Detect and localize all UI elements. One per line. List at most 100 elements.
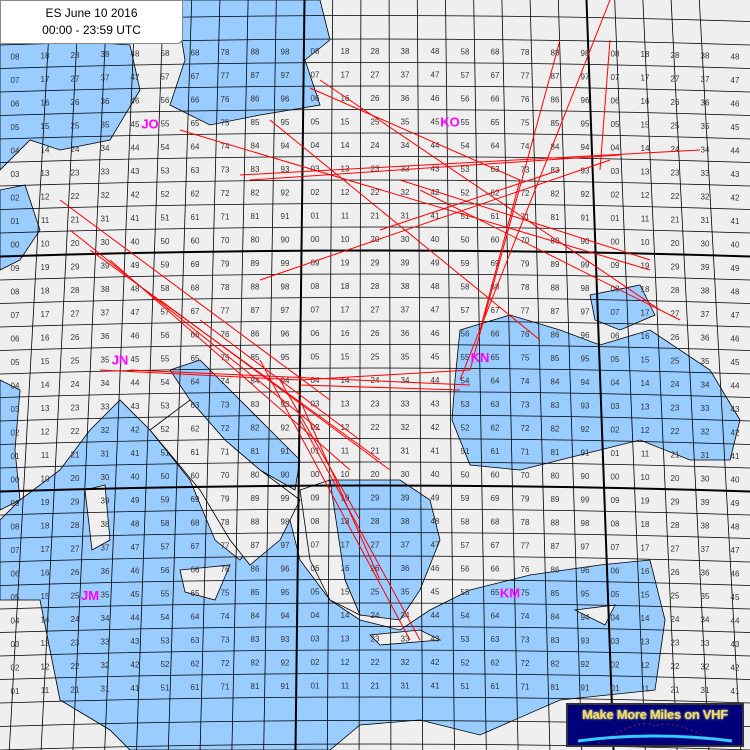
square-label: 89	[551, 260, 560, 269]
square-label: 83	[551, 401, 560, 410]
square-label: 77	[221, 541, 230, 550]
square-label: 75	[521, 353, 530, 362]
square-label: 11	[641, 685, 650, 694]
propagation-path	[279, 379, 361, 521]
square-label: 72	[221, 189, 230, 198]
square-label: 54	[161, 378, 170, 387]
square-label: 50	[161, 472, 170, 481]
square-label: 33	[101, 638, 110, 647]
square-label: 22	[71, 192, 80, 201]
square-label: 13	[41, 404, 50, 413]
square-label: 19	[341, 259, 350, 268]
square-label: 61	[491, 447, 500, 456]
italy	[149, 399, 301, 566]
square-label: 74	[221, 612, 230, 621]
square-label: 64	[191, 142, 200, 151]
square-label: 46	[131, 96, 140, 105]
square-label: 59	[161, 260, 170, 269]
square-label: 81	[551, 448, 560, 457]
square-label: 20	[371, 470, 380, 479]
square-label: 37	[401, 306, 410, 315]
square-label: 06	[11, 570, 20, 579]
square-label: 54	[461, 376, 470, 385]
square-label: 00	[611, 472, 620, 481]
square-label: 55	[161, 589, 170, 598]
square-label: 47	[431, 306, 440, 315]
square-label: 26	[71, 568, 80, 577]
square-label: 46	[431, 564, 440, 573]
square-label: 32	[101, 426, 110, 435]
square-label: 92	[581, 660, 590, 669]
square-label: 39	[101, 497, 110, 506]
square-label: 28	[371, 517, 380, 526]
square-label: 17	[641, 309, 650, 318]
square-label: 68	[191, 518, 200, 527]
square-label: 55	[461, 588, 470, 597]
square-label: 86	[251, 330, 260, 339]
square-label: 33	[401, 635, 410, 644]
square-label: 96	[581, 566, 590, 575]
square-label: 45	[431, 118, 440, 127]
square-label: 95	[581, 589, 590, 598]
square-label: 10	[641, 238, 650, 247]
atlantic-biscay	[0, 184, 41, 271]
square-label: 12	[41, 193, 50, 202]
square-label: 80	[251, 236, 260, 245]
square-label: 73	[221, 165, 230, 174]
grid-parallel	[0, 555, 750, 563]
square-label: 03	[11, 640, 20, 649]
square-label: 15	[341, 353, 350, 362]
square-label: 86	[251, 565, 260, 574]
square-label: 51	[461, 447, 470, 456]
square-label: 29	[371, 494, 380, 503]
square-label: 03	[11, 170, 20, 179]
square-label: 31	[401, 682, 410, 691]
square-label: 69	[491, 259, 500, 268]
square-label: 48	[731, 53, 740, 62]
square-label: 90	[281, 470, 290, 479]
square-label: 13	[341, 635, 350, 644]
square-label: 47	[131, 73, 140, 82]
square-label: 92	[281, 423, 290, 432]
square-label: 96	[581, 96, 590, 105]
square-label: 16	[641, 97, 650, 106]
square-label: 32	[401, 423, 410, 432]
square-label: 64	[191, 612, 200, 621]
field-label-jm: JM	[81, 588, 99, 603]
square-label: 34	[701, 146, 710, 155]
square-label: 64	[491, 142, 500, 151]
square-label: 41	[731, 452, 740, 461]
square-label: 76	[521, 95, 530, 104]
square-label: 17	[41, 75, 50, 84]
square-label: 63	[191, 636, 200, 645]
square-label: 97	[281, 71, 290, 80]
field-label-km: KM	[500, 585, 520, 600]
square-label: 04	[611, 378, 620, 387]
square-label: 74	[521, 142, 530, 151]
square-label: 12	[641, 191, 650, 200]
square-label: 48	[431, 517, 440, 526]
square-label: 49	[731, 499, 740, 508]
square-label: 47	[431, 541, 440, 550]
grid-meridian	[8, 0, 52, 750]
square-label: 31	[701, 451, 710, 460]
square-label: 25	[671, 121, 680, 130]
square-label: 93	[581, 401, 590, 410]
square-label: 42	[431, 423, 440, 432]
square-label: 37	[701, 310, 710, 319]
square-label: 07	[311, 71, 320, 80]
propagation-path	[309, 87, 521, 181]
square-label: 43	[131, 167, 140, 176]
square-label: 32	[101, 191, 110, 200]
square-label: 67	[491, 306, 500, 315]
square-label: 06	[611, 331, 620, 340]
square-label: 98	[581, 519, 590, 528]
square-label: 04	[311, 376, 320, 385]
square-label: 39	[401, 494, 410, 503]
square-label: 01	[11, 217, 20, 226]
square-label: 86	[551, 330, 560, 339]
square-label: 38	[401, 282, 410, 291]
square-label: 11	[41, 451, 50, 460]
square-label: 79	[221, 259, 230, 268]
